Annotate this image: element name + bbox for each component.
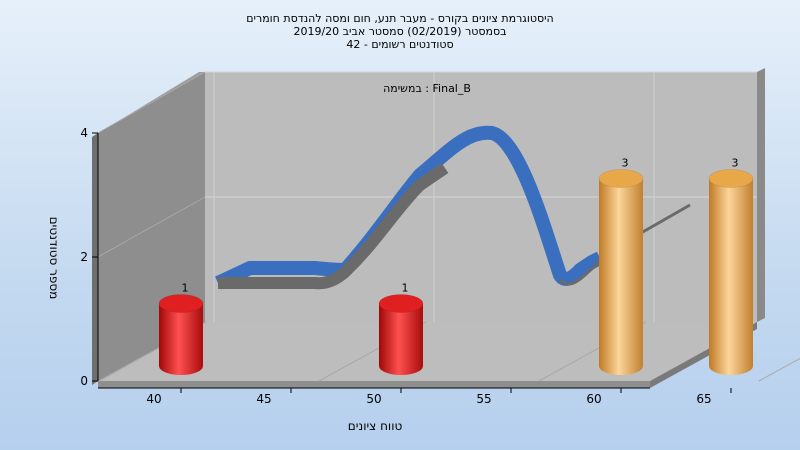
bar-top <box>378 294 424 313</box>
curve-ribbon-shadow <box>218 163 449 290</box>
bar-top <box>708 169 754 188</box>
x-tick-label: 60 <box>586 392 601 406</box>
x-tick-label: 55 <box>476 392 491 406</box>
bar-value-label: 3 <box>622 157 629 170</box>
bar-top <box>598 169 644 188</box>
bar-40: 1 <box>158 282 204 375</box>
bar-65: 3 <box>708 157 754 375</box>
task-annotation: במשימה : Final_B <box>383 82 471 95</box>
bar-60: 3 <box>598 157 644 375</box>
y-tick-label: 2 <box>80 250 88 264</box>
axes: 024404550556065707580 <box>80 126 732 406</box>
bar-50: 1 <box>378 282 424 375</box>
gridline-side <box>97 71 206 134</box>
x-tick-label: 45 <box>256 392 271 406</box>
bar-body <box>159 303 203 375</box>
bar-value-label: 1 <box>182 282 189 295</box>
x-tick-label: 65 <box>696 392 711 406</box>
x-tick-label: 50 <box>366 392 381 406</box>
back-wall-edge <box>757 68 765 322</box>
left-wall-edge <box>92 133 98 385</box>
gridline-side <box>97 196 206 258</box>
chart-title-line-2: בסמסטר (02/2019) סמסטר אביב 2019/20 <box>293 25 506 38</box>
x-axis-title: טווח ציונים <box>348 419 403 433</box>
floor-edge-front <box>98 381 650 388</box>
floor <box>98 322 757 381</box>
gridline-floor <box>758 357 800 382</box>
x-tick-label: 40 <box>146 392 161 406</box>
bar-value-label: 3 <box>732 157 739 170</box>
y-axis-title: מספר סטודנטים <box>47 217 61 300</box>
bar-top <box>158 294 204 313</box>
y-tick-label: 0 <box>80 374 88 388</box>
bar-body <box>709 178 753 375</box>
chart-title-line-3: סטודנטים רשומים - 42 <box>346 38 453 51</box>
chart-title-line-1: היסטוגרמת ציונים בקורס - מעבר תנע, חום ו… <box>246 12 554 25</box>
bar-value-label: 1 <box>402 282 409 295</box>
bars: 113312 <box>158 157 754 375</box>
bar-body <box>599 178 643 375</box>
y-tick-label: 4 <box>80 126 88 140</box>
bar-body <box>379 303 423 375</box>
